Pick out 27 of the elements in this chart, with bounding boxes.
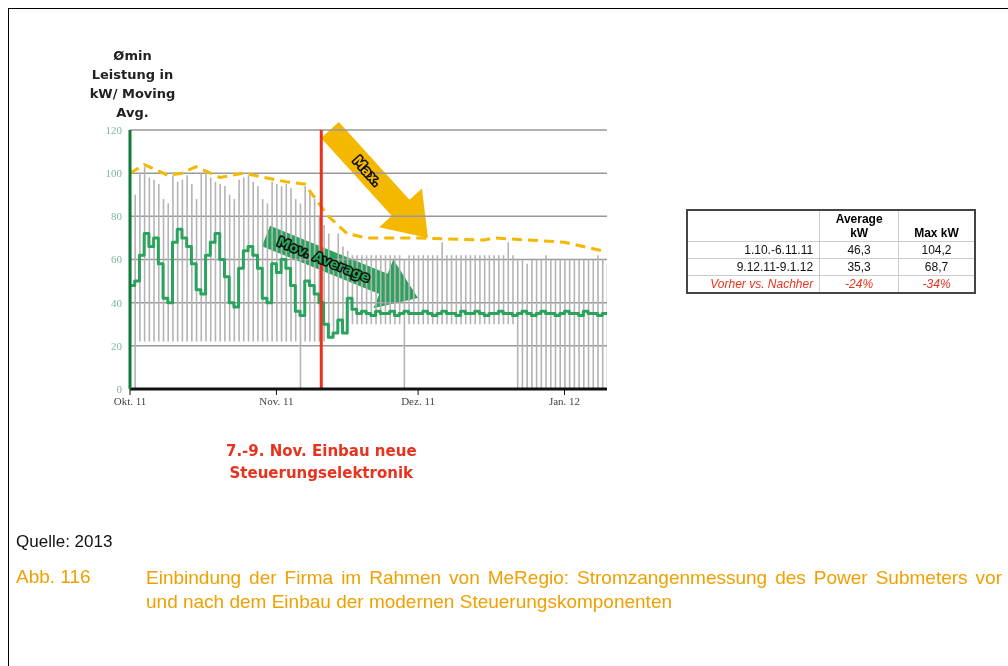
- x-tick-label: Okt. 11: [113, 394, 147, 407]
- text: 68,7: [924, 260, 949, 274]
- y-tick-label: 40: [111, 296, 123, 309]
- category-label: 1.10.-6.11.11: [744, 243, 814, 257]
- text: -34%: [922, 277, 951, 291]
- category-label: 9.12.11-9.1.12: [736, 260, 814, 274]
- x-tick-label: Dez. 11: [401, 394, 435, 407]
- y-tick-label: 100: [105, 167, 123, 180]
- y-tick-label: 0: [116, 382, 123, 395]
- y-tick-label: 80: [111, 210, 123, 223]
- x-tick-label: Nov. 11: [259, 394, 294, 407]
- text: 46,3: [847, 243, 871, 257]
- caption: Abb. 116: [16, 566, 91, 588]
- text: 104,2: [921, 243, 952, 257]
- text: -24%: [845, 277, 874, 291]
- y-tick-label: 20: [111, 339, 123, 352]
- y-tick-label: 60: [111, 253, 123, 266]
- text: Einbindung der Firma im Rahmen von MeRegio: Stromzangenmessung des Power Submeters vor und nach dem Einbau der modernen Steuerungskomponenten: [146, 566, 1002, 614]
- source-note: Quelle: 2013: [16, 532, 113, 552]
- x-tick-label: Jan. 12: [548, 394, 581, 407]
- y-axis-title: Ømin Leistung in kW/ Moving Avg.: [88, 47, 177, 122]
- category-label: Max kW: [898, 210, 975, 242]
- category-label: Vorher vs. Nachher: [710, 277, 814, 291]
- category-label: Average kW: [819, 210, 899, 242]
- y-tick-label: 120: [105, 123, 123, 136]
- text: 35,3: [847, 260, 871, 274]
- ref-line-label: 7.-9. Nov. Einbau neue Steuerungselektronik: [224, 441, 418, 484]
